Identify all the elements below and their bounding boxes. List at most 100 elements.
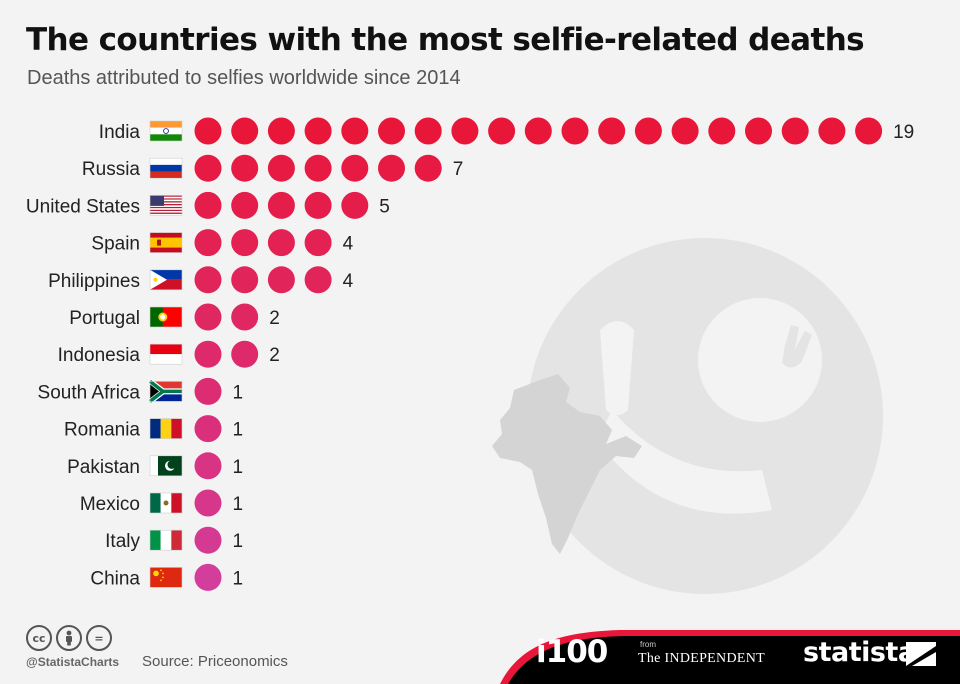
italy-flag-icon (149, 529, 183, 551)
death-dot (598, 117, 626, 145)
russia-flag-icon (149, 157, 183, 179)
death-dot (488, 117, 516, 145)
value-label: 2 (269, 308, 280, 329)
category-label: Pakistan (67, 457, 140, 478)
death-dot (378, 154, 405, 182)
south-africa-flag-icon (148, 379, 183, 404)
from-label: from (640, 640, 656, 649)
death-dot (304, 229, 332, 257)
death-dot (267, 229, 295, 257)
independent-logo: The INDEPENDENT (638, 651, 765, 666)
death-dot (671, 117, 699, 145)
death-dot (231, 340, 259, 368)
pakistan-flag-icon (149, 455, 183, 477)
value-label: 4 (343, 271, 354, 292)
value-label: 1 (233, 420, 244, 441)
no-derivatives-icon: = (86, 625, 112, 651)
row-philippines: Philippines 4 (48, 266, 354, 294)
death-dot (451, 117, 479, 145)
value-label: 5 (379, 196, 390, 217)
row-romania: Romania 1 (64, 415, 244, 443)
death-dot (194, 526, 222, 554)
value-label: 1 (233, 457, 244, 478)
category-label: Spain (91, 234, 140, 255)
death-dot (231, 154, 259, 182)
spain-flag-icon (149, 232, 183, 253)
value-label: 19 (893, 122, 914, 143)
death-dot (304, 191, 332, 219)
philippines-flag-icon (149, 269, 183, 291)
category-label: Philippines (48, 271, 140, 292)
death-dot (341, 154, 369, 182)
death-dot (378, 117, 405, 145)
attribution-icon (56, 625, 82, 651)
death-dot (194, 191, 222, 219)
row-spain: Spain 4 (91, 229, 354, 257)
value-label: 7 (453, 159, 464, 180)
category-label: South Africa (38, 382, 141, 403)
chart-title: The countries with the most selfie-relat… (26, 22, 865, 58)
india-map-watermark-icon (492, 374, 642, 554)
romania-flag-icon (149, 418, 183, 439)
row-india: India 19 (99, 117, 914, 145)
death-dot (304, 117, 332, 145)
death-dot (194, 563, 222, 591)
row-indonesia: Indonesia 2 (58, 340, 280, 368)
i100-logo: i100 (536, 634, 608, 670)
death-dot (194, 229, 222, 257)
statista-logo: statista (803, 637, 916, 668)
statista-logo-icon (906, 642, 936, 666)
indonesia-flag-icon (149, 343, 183, 365)
death-dot (231, 229, 259, 257)
footer-band (500, 630, 960, 684)
death-dot (267, 154, 295, 182)
death-dot (194, 154, 222, 182)
death-dot (194, 415, 222, 443)
death-dot (634, 117, 662, 145)
death-dot (194, 377, 222, 405)
category-label: Russia (82, 159, 141, 180)
death-dot (524, 117, 552, 145)
death-dot (194, 340, 222, 368)
value-label: 1 (233, 494, 244, 515)
category-label: Italy (105, 531, 140, 552)
category-label: Portugal (69, 308, 140, 329)
death-dot (231, 266, 259, 294)
category-label: United States (26, 196, 140, 217)
value-label: 2 (269, 345, 280, 366)
value-label: 1 (233, 531, 244, 552)
death-dot (231, 117, 259, 145)
death-dot (194, 266, 222, 294)
chart-subtitle: Deaths attributed to selfies worldwide s… (27, 67, 461, 89)
footer: cc = @StatistaCharts Source: Priceonomic… (0, 620, 960, 684)
death-dot (341, 117, 369, 145)
portugal-flag-icon (149, 306, 183, 328)
death-dot (194, 117, 222, 145)
license-icons: cc = (26, 625, 112, 651)
row-pakistan: Pakistan 1 (67, 452, 244, 480)
death-dot (561, 117, 589, 145)
row-portugal: Portugal 2 (69, 303, 280, 331)
mexico-flag-icon (149, 492, 183, 514)
death-dot (194, 452, 222, 480)
selfie-watermark-icon (527, 238, 883, 594)
death-dot (414, 154, 442, 182)
death-dot (304, 266, 332, 294)
death-dot (304, 154, 332, 182)
statista-handle[interactable]: @StatistaCharts (26, 655, 120, 669)
row-italy: Italy 1 (105, 526, 244, 554)
death-dot (855, 117, 883, 145)
india-flag-icon (149, 120, 183, 142)
death-dot (818, 117, 846, 145)
death-dot (267, 191, 295, 219)
death-dot (781, 117, 809, 145)
united-states-flag-icon (149, 195, 183, 216)
value-label: 1 (233, 382, 244, 403)
value-label: 1 (233, 568, 244, 589)
row-china: China 1 (90, 563, 244, 591)
china-flag-icon (149, 567, 183, 588)
row-mexico: Mexico 1 (80, 489, 244, 517)
death-dot (194, 303, 222, 331)
death-dot (267, 117, 295, 145)
